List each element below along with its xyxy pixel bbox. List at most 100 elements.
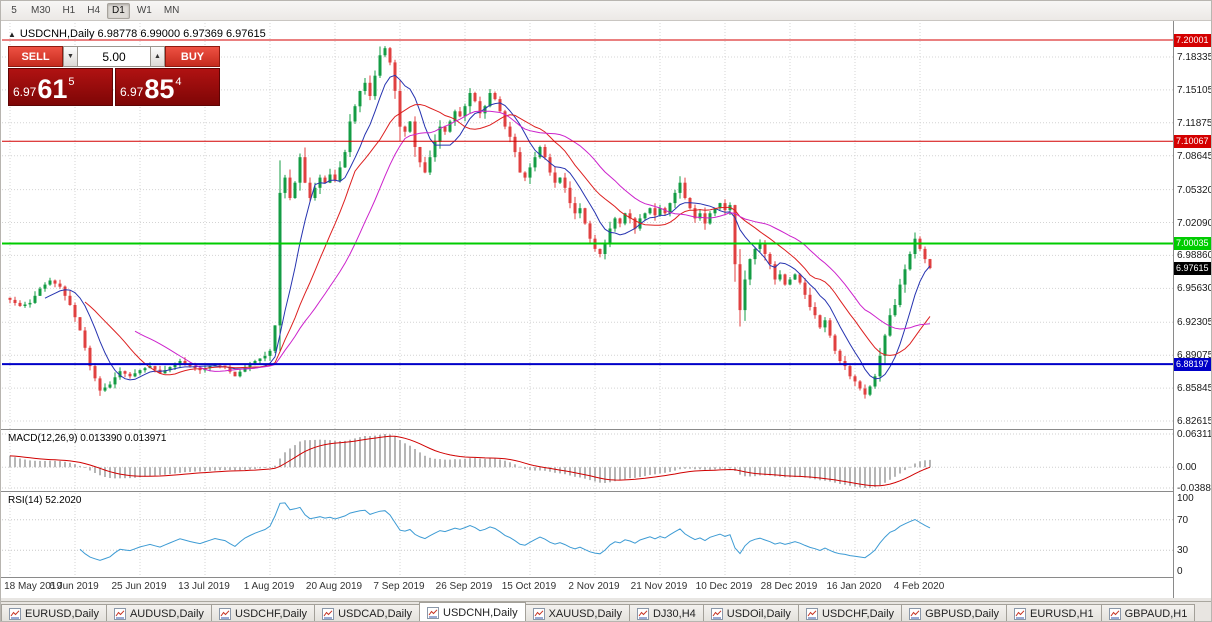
chart-tab-icon	[532, 608, 545, 620]
macd-histogram-bar	[794, 467, 796, 478]
macd-histogram-bar	[604, 467, 606, 483]
date-axis[interactable]: 18 May 2019 6 Jun 2019 25 Jun 2019 13 Jul 2…	[1, 578, 1173, 598]
macd-histogram-bar	[239, 467, 241, 471]
macd-histogram-bar	[379, 434, 381, 468]
macd-histogram-bar	[349, 439, 351, 468]
macd-histogram-bar	[34, 460, 36, 468]
macd-histogram-bar	[809, 467, 811, 479]
chart-tab-label: USDCHF,Daily	[234, 608, 308, 620]
macd-histogram-bar	[104, 467, 106, 477]
volume-input[interactable]	[78, 46, 150, 67]
macd-histogram-bar	[509, 462, 511, 468]
chart-tab[interactable]: USDOil,Daily	[702, 604, 799, 621]
volume-increase-button[interactable]: ▲	[150, 46, 165, 67]
period-button-m30[interactable]: M30	[31, 5, 51, 16]
chart-tab[interactable]: USDCHF,Daily	[210, 604, 316, 621]
chart-tab[interactable]: USDCHF,Daily	[797, 604, 903, 621]
macd-histogram-bar	[804, 467, 806, 478]
chart-tab[interactable]: GBPUSD,Daily	[901, 604, 1008, 621]
price-axis-tick: 6.98860	[1177, 250, 1212, 262]
date-axis-label: 7 Sep 2019	[373, 581, 425, 592]
chart-tab-label: GBPAUD,H1	[1124, 608, 1188, 620]
macd-histogram-bar	[339, 441, 341, 468]
chart-tab[interactable]: EURUSD,Daily	[1, 604, 107, 621]
macd-histogram-bar	[659, 467, 661, 474]
pane-separator[interactable]	[1, 429, 1173, 431]
macd-histogram-bar	[74, 464, 76, 468]
date-axis-label: 28 Dec 2019	[760, 581, 818, 592]
chart-tab[interactable]: XAUUSD,Daily	[524, 604, 630, 621]
chart-tab[interactable]: USDCAD,Daily	[314, 604, 421, 621]
macd-histogram-bar	[109, 467, 111, 478]
date-axis-label: 6 Jun 2019	[49, 581, 99, 592]
sell-price-pips: 61	[37, 74, 68, 104]
macd-histogram-bar	[144, 467, 146, 477]
buy-price-point: 4	[175, 76, 182, 88]
date-axis-label: 15 Oct 2019	[501, 581, 557, 592]
buy-price-big-figure: 6.97	[120, 85, 144, 99]
price-axis-tick: 6.82615	[1177, 416, 1212, 427]
volume-decrease-button[interactable]: ▼	[63, 46, 78, 67]
macd-histogram-bar	[609, 467, 611, 483]
macd-histogram-bar	[234, 467, 236, 471]
macd-histogram-bar	[829, 467, 831, 482]
chart-tab[interactable]: USDCNH,Daily	[419, 602, 526, 621]
macd-pane-canvas[interactable]	[2, 431, 1173, 491]
period-button-h4[interactable]: H4	[87, 5, 101, 16]
macd-histogram-bar	[209, 467, 211, 471]
macd-histogram-bar	[499, 459, 501, 468]
macd-histogram-bar	[859, 467, 861, 488]
macd-histogram-bar	[689, 467, 691, 469]
period-button-w1[interactable]: W1	[136, 5, 152, 16]
pane-separator[interactable]	[1, 491, 1173, 493]
period-button-d1[interactable]: D1	[107, 2, 130, 19]
macd-histogram-bar	[629, 467, 631, 479]
period-button-mn[interactable]: MN	[163, 5, 180, 16]
level-price-tag: 7.20001	[1174, 33, 1211, 47]
sell-button[interactable]: SELL	[8, 46, 63, 67]
chart-tab[interactable]: EURUSD,H1	[1006, 604, 1102, 621]
chart-tab[interactable]: GBPAUD,H1	[1100, 604, 1196, 621]
price-axis-tick: 6.95630	[1177, 283, 1212, 295]
macd-histogram-bar	[854, 467, 856, 487]
macd-histogram-bar	[924, 460, 926, 468]
macd-histogram-bar	[724, 467, 726, 469]
chart-tab-label: GBPUSD,Daily	[925, 608, 1000, 620]
ma-line-8	[44, 74, 931, 381]
rsi-pane-canvas[interactable]	[2, 493, 1173, 577]
chart-tab-icon	[710, 608, 723, 620]
current-price-tag: 6.97615	[1174, 262, 1211, 276]
buy-button[interactable]: BUY	[165, 46, 220, 67]
period-button-h1[interactable]: H1	[62, 5, 76, 16]
macd-histogram-bar	[324, 439, 326, 468]
macd-histogram-bar	[214, 467, 216, 471]
chart-tab-label: EURUSD,H1	[1030, 608, 1094, 620]
macd-histogram-bar	[914, 463, 916, 468]
macd-histogram-bar	[274, 465, 276, 468]
rsi-label: RSI(14) 52.2020	[8, 495, 82, 506]
macd-histogram-bar	[669, 467, 671, 472]
date-axis-label: 13 Jul 2019	[178, 581, 230, 592]
price-axis-tick: 6.92305	[1177, 317, 1212, 329]
macd-histogram-bar	[224, 467, 226, 470]
macd-histogram-bar	[519, 466, 521, 468]
period-button-5[interactable]: 5	[11, 5, 17, 16]
price-axis[interactable]: 7.18335 7.15105 7.11875 7.08645 7.05320 7.020…	[1173, 21, 1212, 598]
price-axis-tick: 6.85845	[1177, 383, 1212, 395]
macd-histogram-bar	[594, 467, 596, 482]
buy-price-panel[interactable]: 6.97 85 4	[115, 68, 220, 106]
chart-tab-icon	[9, 608, 21, 620]
macd-histogram-bar	[219, 467, 221, 471]
chart-tab-icon	[113, 608, 126, 620]
macd-histogram-bar	[574, 467, 576, 477]
macd-histogram-bar	[139, 467, 141, 478]
macd-histogram-bar	[14, 457, 16, 468]
one-click-collapse-icon[interactable]: ▲	[8, 30, 16, 39]
sell-price-panel[interactable]: 6.97 61 5	[8, 68, 113, 106]
rsi-axis-tick: 100	[1177, 493, 1194, 504]
macd-histogram-bar	[474, 458, 476, 468]
chart-title-text: USDCNH,Daily 6.98778 6.99000 6.97369 6.9…	[19, 28, 266, 40]
chart-tab[interactable]: AUDUSD,Daily	[105, 604, 212, 621]
macd-histogram-bar	[334, 440, 336, 468]
chart-tab[interactable]: DJ30,H4	[628, 604, 704, 621]
